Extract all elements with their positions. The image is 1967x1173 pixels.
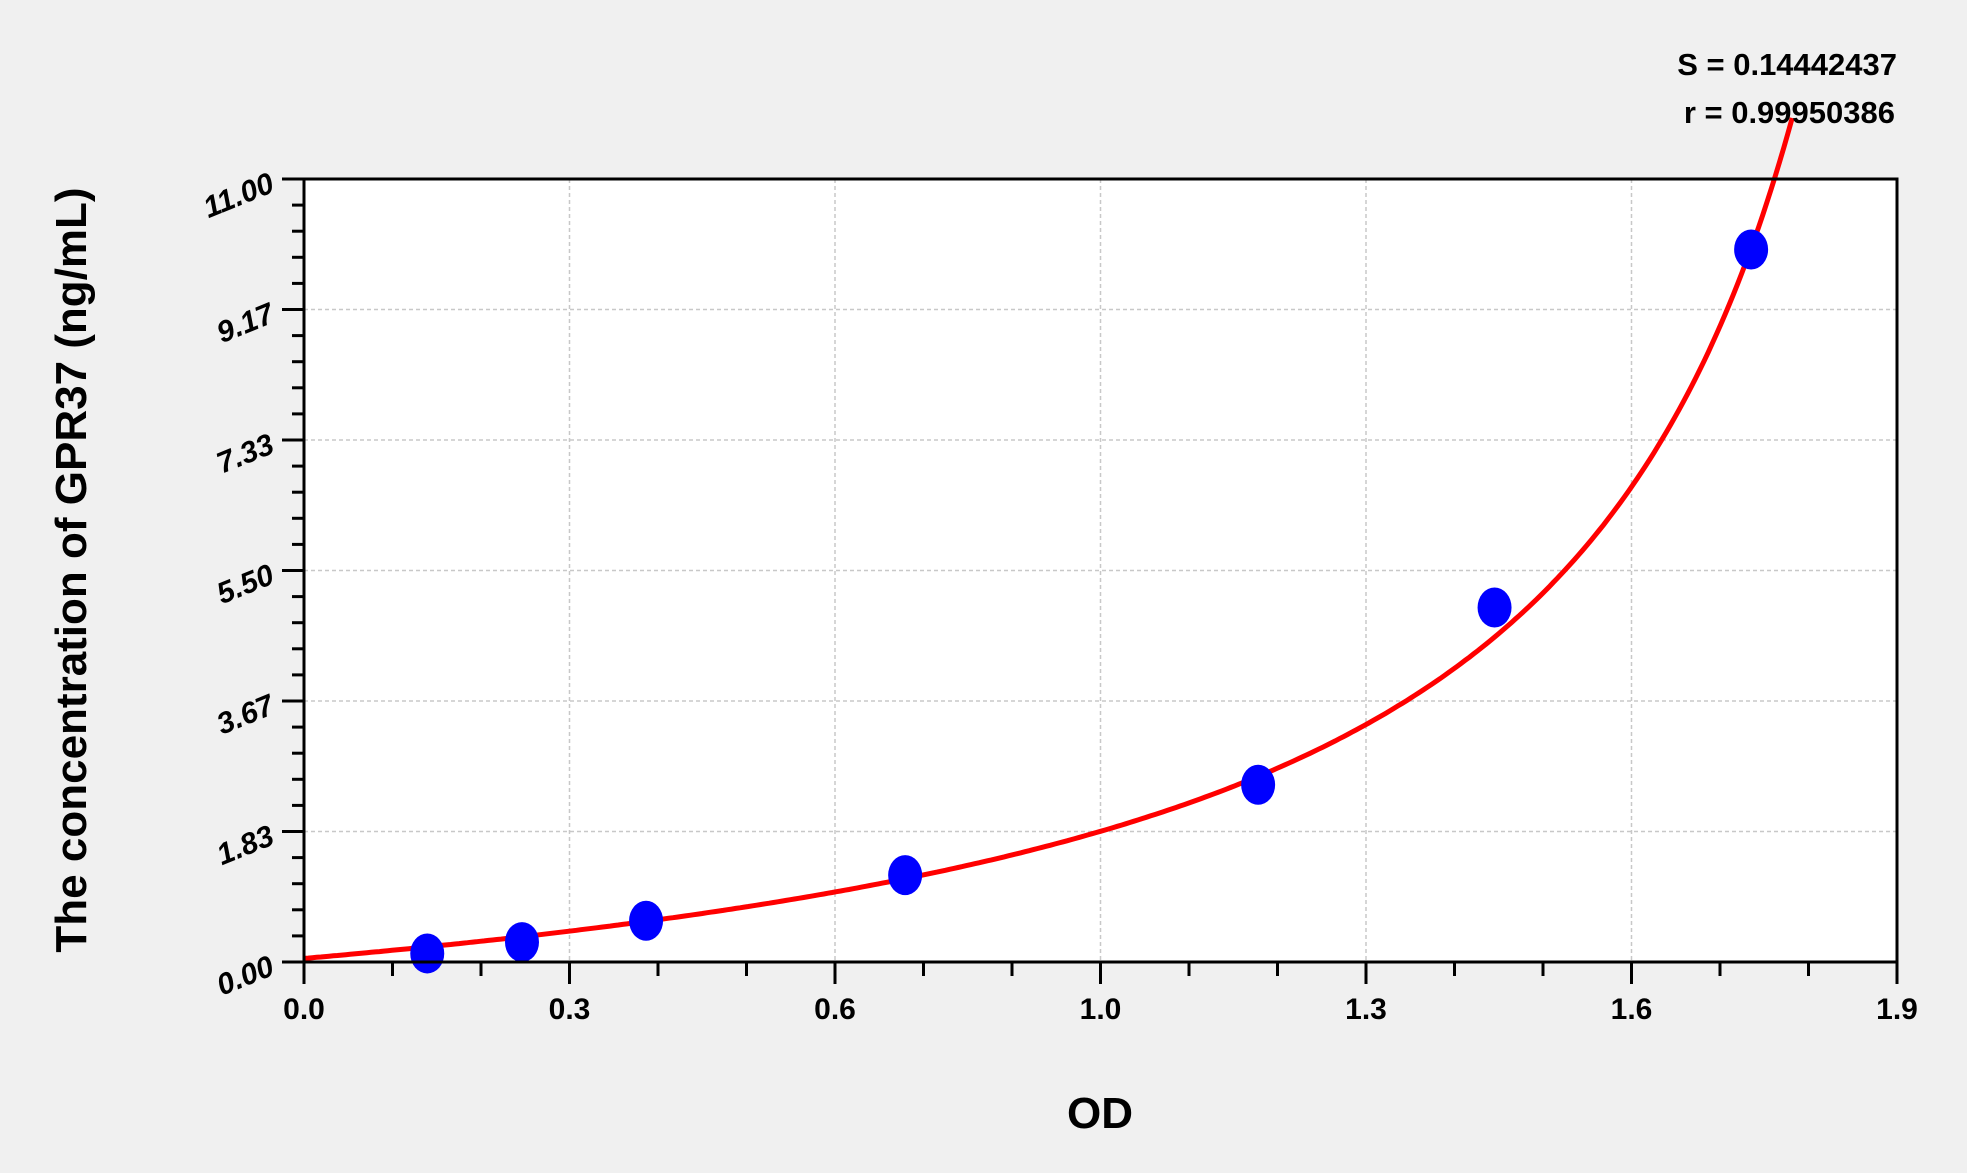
plot-frame (302, 177, 1899, 964)
x-tick-label: 1.9 (1876, 993, 1918, 1026)
axis-ticks (282, 177, 1899, 984)
y-tick-label: 3.67 (212, 688, 280, 741)
data-points (410, 229, 1769, 974)
data-point (1477, 587, 1512, 628)
y-tick-label: 9.17 (212, 297, 280, 350)
s-statistic: S = 0.14442437 (1677, 47, 1897, 82)
data-point (410, 933, 445, 974)
data-point (888, 855, 923, 896)
y-tick-labels: 0.00 1.83 3.67 5.50 7.33 9.17 11.00 (199, 167, 280, 1003)
x-tick-label: 0.0 (283, 993, 325, 1026)
y-axis-title: The concentration of GPR37 (ng/mL) (47, 187, 96, 952)
data-point (1734, 229, 1769, 270)
data-point (504, 922, 539, 963)
y-tick-label: 5.50 (212, 558, 279, 611)
y-tick-label: 0.00 (212, 950, 279, 1003)
x-tick-label: 0.3 (549, 993, 591, 1026)
x-tick-label: 0.6 (814, 993, 856, 1026)
x-tick-label: 1.0 (1080, 993, 1122, 1026)
x-tick-labels: 0.0 0.3 0.6 1.0 1.3 1.6 1.9 (283, 993, 1918, 1026)
x-tick-label: 1.6 (1611, 993, 1653, 1026)
y-tick-label: 1.83 (212, 819, 279, 872)
data-point (629, 900, 664, 941)
y-tick-label: 7.33 (212, 428, 279, 481)
fit-curve (303, 117, 1795, 961)
x-tick-label: 1.3 (1345, 993, 1387, 1026)
r-statistic: r = 0.99950386 (1684, 95, 1895, 130)
x-axis-title: OD (1067, 1089, 1133, 1138)
y-tick-label: 11.00 (199, 167, 279, 225)
data-point (1241, 764, 1276, 805)
